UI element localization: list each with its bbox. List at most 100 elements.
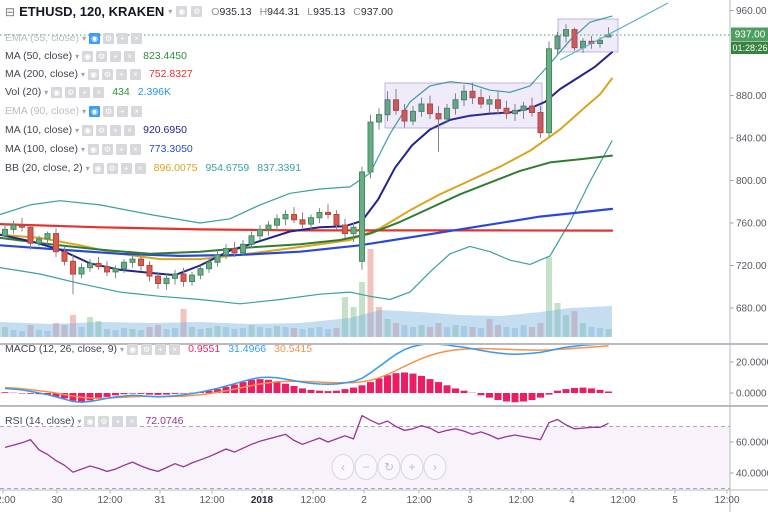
indicator-title[interactable]: MA (100, close) bbox=[5, 143, 78, 155]
indicator-title[interactable]: MA (50, close) bbox=[5, 50, 73, 62]
settings-icon[interactable]: ⚙ bbox=[141, 343, 153, 355]
indicator-title[interactable]: Vol (20) bbox=[5, 86, 42, 98]
add-icon[interactable]: + bbox=[110, 124, 122, 136]
low-label: L bbox=[307, 5, 314, 18]
settings-icon[interactable]: ⚙ bbox=[191, 6, 203, 17]
add-icon[interactable]: + bbox=[155, 343, 167, 355]
bb-upper-line bbox=[0, 15, 613, 224]
visibility-icon[interactable]: ◉ bbox=[82, 50, 94, 62]
remove-icon[interactable]: × bbox=[169, 343, 181, 355]
time-tick-label: 12:00 bbox=[199, 495, 224, 506]
remove-icon[interactable]: × bbox=[131, 105, 143, 117]
indicator-title[interactable]: MA (200, close) bbox=[5, 68, 78, 80]
svg-text:937.00: 937.00 bbox=[735, 30, 766, 41]
visibility-icon[interactable]: ◉ bbox=[89, 32, 101, 44]
indicator-title[interactable]: MA (10, close) bbox=[5, 124, 73, 136]
time-tick-label: 12:00 bbox=[714, 495, 739, 506]
indicator-title[interactable]: BB (20, close, 2) bbox=[5, 162, 83, 174]
price-axis[interactable]: 960.00 880.00 840.00 800.00 760.00 720.00 680.… bbox=[730, 6, 768, 480]
add-icon[interactable]: + bbox=[120, 162, 132, 174]
visibility-icon[interactable]: ◉ bbox=[89, 105, 101, 117]
svg-text:720.00: 720.00 bbox=[736, 261, 767, 272]
remove-icon[interactable]: × bbox=[131, 32, 143, 44]
low-value: 935.13 bbox=[313, 5, 346, 18]
chevron-down-icon[interactable]: ▾ bbox=[44, 87, 49, 97]
settings-icon[interactable]: ⚙ bbox=[96, 50, 108, 62]
settings-icon[interactable]: ⚙ bbox=[98, 415, 110, 427]
highlight-box-drawing[interactable] bbox=[384, 82, 543, 129]
legend-row: EMA (90, close) ▾ ◉ ⚙ + × bbox=[5, 104, 143, 118]
visibility-icon[interactable]: ◉ bbox=[176, 6, 188, 17]
indicator-value: 823.4450 bbox=[143, 50, 187, 62]
legend-row: MA (200, close) ▾ ◉ ⚙ + × 752.8327 bbox=[5, 67, 193, 81]
chevron-down-icon[interactable]: ▾ bbox=[168, 7, 173, 16]
indicator-value: 0.9551 bbox=[188, 343, 221, 355]
indicator-value: 30.5415 bbox=[274, 343, 313, 355]
add-icon[interactable]: + bbox=[117, 32, 129, 44]
chevron-down-icon[interactable]: ▾ bbox=[80, 144, 85, 154]
svg-text:0.0000: 0.0000 bbox=[736, 389, 767, 400]
symbol-title[interactable]: ETHUSD, 120, KRAKEN bbox=[19, 4, 165, 19]
chevron-down-icon[interactable]: ▾ bbox=[75, 125, 80, 135]
indicator-title[interactable]: MACD (12, 26, close, 9) bbox=[5, 343, 118, 355]
settings-icon[interactable]: ⚙ bbox=[103, 32, 115, 44]
indicator-title[interactable]: RSI (14, close) bbox=[5, 415, 75, 427]
add-icon[interactable]: + bbox=[112, 415, 124, 427]
chevron-down-icon[interactable]: ▾ bbox=[75, 51, 80, 61]
visibility-icon[interactable]: ◉ bbox=[51, 86, 63, 98]
zoom-out-icon: − bbox=[362, 460, 369, 474]
reset-icon: ↻ bbox=[384, 460, 394, 474]
add-icon[interactable]: + bbox=[115, 143, 127, 155]
settings-icon[interactable]: ⚙ bbox=[101, 143, 113, 155]
zoom-out-button[interactable]: − bbox=[354, 454, 378, 480]
settings-icon[interactable]: ⚙ bbox=[103, 105, 115, 117]
settings-icon[interactable]: ⚙ bbox=[96, 124, 108, 136]
indicator-title[interactable]: EMA (55, close) bbox=[5, 32, 80, 44]
remove-icon[interactable]: × bbox=[124, 124, 136, 136]
time-tick-label: 12:00 bbox=[97, 495, 122, 506]
remove-icon[interactable]: × bbox=[134, 162, 146, 174]
remove-icon[interactable]: × bbox=[93, 86, 105, 98]
highlight-box-drawing[interactable] bbox=[557, 18, 619, 53]
visibility-icon[interactable]: ◉ bbox=[127, 343, 139, 355]
visibility-icon[interactable]: ◉ bbox=[92, 162, 104, 174]
remove-icon[interactable]: × bbox=[124, 50, 136, 62]
visibility-icon[interactable]: ◉ bbox=[84, 415, 96, 427]
indicator-value: 920.6950 bbox=[143, 124, 187, 136]
pan-left-button[interactable]: ‹ bbox=[331, 454, 355, 480]
chart-header: ⊟ ETHUSD, 120, KRAKEN ▾ ◉ ⚙ O935.13 H944… bbox=[5, 4, 393, 19]
add-icon[interactable]: + bbox=[115, 68, 127, 80]
visibility-icon[interactable]: ◉ bbox=[87, 143, 99, 155]
remove-icon[interactable]: × bbox=[129, 143, 141, 155]
chevron-down-icon[interactable]: ▾ bbox=[85, 163, 90, 173]
visibility-icon[interactable]: ◉ bbox=[82, 124, 94, 136]
reset-button[interactable]: ↻ bbox=[377, 454, 401, 480]
ma-100-line bbox=[0, 207, 614, 257]
remove-icon[interactable]: × bbox=[126, 415, 138, 427]
visibility-icon[interactable]: ◉ bbox=[87, 68, 99, 80]
close-value: 937.00 bbox=[360, 5, 393, 18]
trendline-drawing[interactable] bbox=[559, 2, 669, 61]
settings-icon[interactable]: ⚙ bbox=[101, 68, 113, 80]
collapse-legend-icon[interactable]: ⊟ bbox=[5, 4, 16, 19]
add-icon[interactable]: + bbox=[117, 105, 129, 117]
add-icon[interactable]: + bbox=[110, 50, 122, 62]
chevron-down-icon[interactable]: ▾ bbox=[82, 106, 87, 116]
chevron-down-icon[interactable]: ▾ bbox=[80, 69, 85, 79]
indicator-title[interactable]: EMA (90, close) bbox=[5, 105, 80, 117]
time-axis[interactable]: 12:00 30 12:00 31 12:00 2018 12:00 2 12:00 3 12:00… bbox=[0, 490, 740, 506]
add-icon[interactable]: + bbox=[79, 86, 91, 98]
chevron-down-icon[interactable]: ▾ bbox=[120, 344, 125, 354]
chevron-down-icon[interactable]: ▾ bbox=[77, 416, 82, 426]
candlestick-series bbox=[2, 24, 612, 295]
remove-icon[interactable]: × bbox=[129, 68, 141, 80]
settings-icon[interactable]: ⚙ bbox=[106, 162, 118, 174]
zoom-in-button[interactable]: + bbox=[400, 454, 424, 480]
high-label: H bbox=[259, 5, 268, 18]
settings-icon[interactable]: ⚙ bbox=[65, 86, 77, 98]
chevron-down-icon[interactable]: ▾ bbox=[82, 33, 87, 43]
pan-right-button[interactable]: › bbox=[423, 454, 447, 480]
rsi-line bbox=[4, 414, 609, 473]
